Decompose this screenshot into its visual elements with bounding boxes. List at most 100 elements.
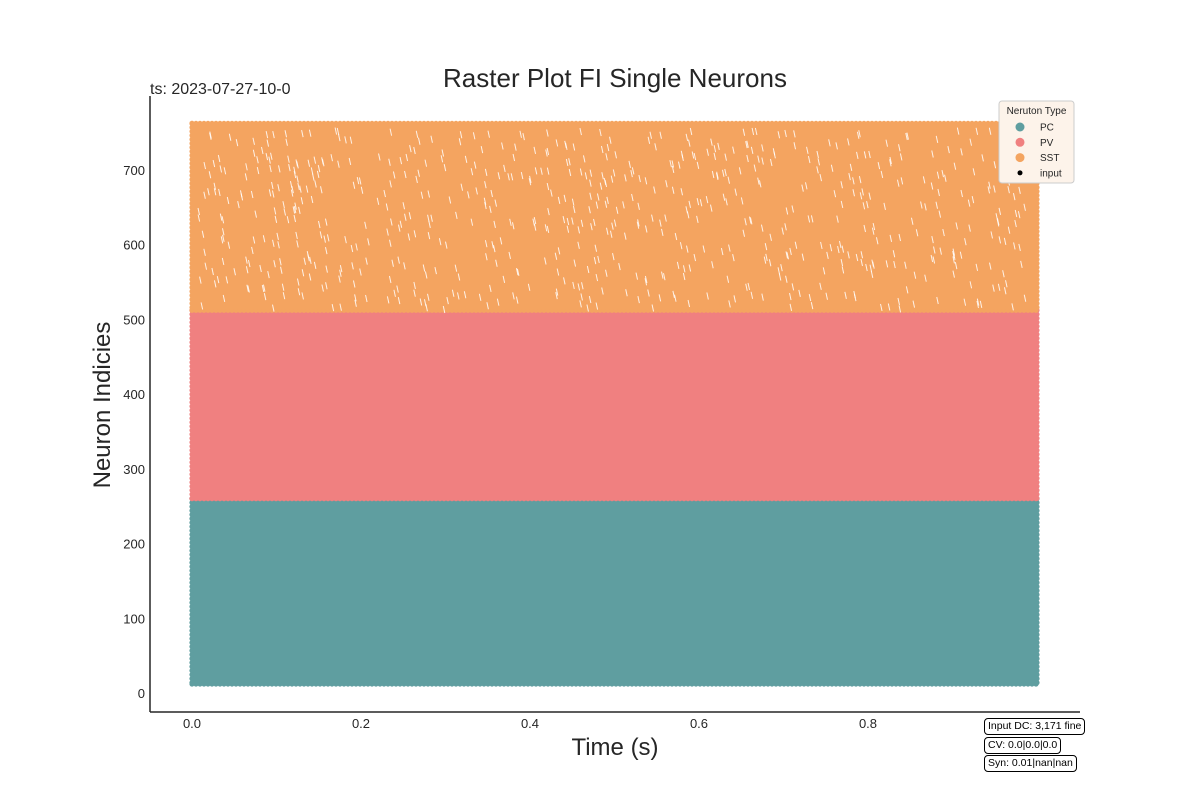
spike-marker (189, 204, 195, 211)
spike-marker (197, 307, 203, 313)
spike-marker (421, 496, 427, 502)
spike-marker (257, 496, 263, 502)
spike-marker (705, 496, 711, 502)
spike-marker (809, 307, 815, 313)
spike-marker (1005, 681, 1011, 687)
spike-marker (189, 367, 195, 373)
spike-marker (297, 120, 303, 127)
spike-marker (1034, 504, 1040, 510)
spike-marker (1034, 367, 1040, 373)
spike-gap (245, 163, 248, 171)
spike-marker (545, 120, 551, 127)
spike-marker (737, 120, 743, 127)
spike-gap (413, 146, 416, 155)
spike-marker (189, 672, 195, 678)
spike-gap (900, 177, 904, 185)
spike-marker (761, 120, 767, 127)
spike-gap (711, 170, 715, 179)
spike-marker (217, 120, 223, 127)
spike-gap (402, 202, 406, 210)
spike-marker (393, 496, 399, 502)
spike-marker (189, 592, 195, 598)
spike-marker (229, 496, 235, 502)
spike-marker (701, 120, 707, 127)
spike-marker (1021, 496, 1027, 502)
spike-marker (817, 307, 823, 313)
spike-gap (671, 160, 675, 168)
spike-marker (617, 307, 623, 313)
spike-marker (573, 307, 579, 313)
spike-marker (285, 681, 291, 687)
spike-marker (765, 120, 771, 127)
spike-marker (189, 427, 195, 433)
spike-marker (681, 307, 687, 313)
spike-marker (333, 120, 339, 127)
spike-gap (715, 172, 719, 181)
spike-marker (305, 120, 311, 127)
spike-marker (189, 471, 195, 477)
spike-gap (975, 127, 979, 135)
spike-gap (595, 302, 599, 310)
spike-marker (257, 681, 263, 687)
spike-marker (349, 681, 355, 687)
spike-marker (601, 681, 607, 687)
spike-marker (789, 120, 795, 127)
spike-marker (189, 664, 195, 670)
spike-gap (889, 156, 892, 165)
spike-marker (817, 496, 823, 502)
spike-marker (545, 496, 551, 502)
spike-gap (386, 296, 390, 304)
spike-gap (825, 292, 828, 300)
spike-marker (605, 681, 611, 687)
spike-gap (296, 278, 300, 286)
spike-marker (345, 307, 351, 313)
spike-gap (351, 262, 354, 270)
spike-gap (964, 238, 967, 246)
spike-marker (421, 307, 427, 313)
spike-gap (313, 156, 317, 164)
spike-marker (389, 120, 395, 127)
spike-marker (189, 508, 195, 514)
spike-marker (301, 120, 307, 127)
spike-marker (1029, 681, 1035, 687)
spike-gap (872, 222, 876, 231)
spike-marker (385, 496, 391, 502)
spike-marker (237, 307, 243, 313)
spike-gap (217, 154, 221, 163)
spike-marker (1034, 395, 1040, 401)
spike-marker (357, 496, 363, 502)
spike-gap (388, 275, 392, 284)
spike-marker (413, 681, 419, 687)
spike-gap (1014, 219, 1017, 228)
spike-marker (753, 307, 759, 313)
spike-marker (1017, 681, 1023, 687)
spike-marker (189, 152, 195, 159)
spike-gap (753, 164, 757, 172)
spike-marker (189, 399, 195, 405)
spike-marker (581, 496, 587, 502)
spike-marker (861, 681, 867, 687)
spike-marker (353, 681, 359, 687)
spike-gap (661, 228, 664, 236)
spike-gap (213, 280, 217, 288)
spike-marker (533, 307, 539, 313)
spike-marker (573, 496, 579, 502)
input-dc-box: Input DC: 3,171 fine (984, 718, 1086, 735)
spike-marker (921, 120, 927, 127)
spike-gap (757, 177, 760, 185)
spike-marker (325, 307, 331, 313)
spike-marker (825, 496, 831, 502)
spike-marker (1034, 252, 1040, 259)
spike-gap (300, 197, 304, 205)
spike-gap (245, 266, 249, 274)
spike-marker (189, 447, 195, 453)
spike-marker (629, 496, 635, 502)
spike-gap (863, 151, 867, 159)
spike-gap (494, 199, 497, 207)
spike-gap (836, 215, 839, 223)
spike-marker (733, 307, 739, 313)
spike-gap (556, 268, 560, 276)
spike-gap (546, 225, 550, 233)
spike-marker (237, 496, 243, 502)
spike-gap (624, 232, 627, 240)
